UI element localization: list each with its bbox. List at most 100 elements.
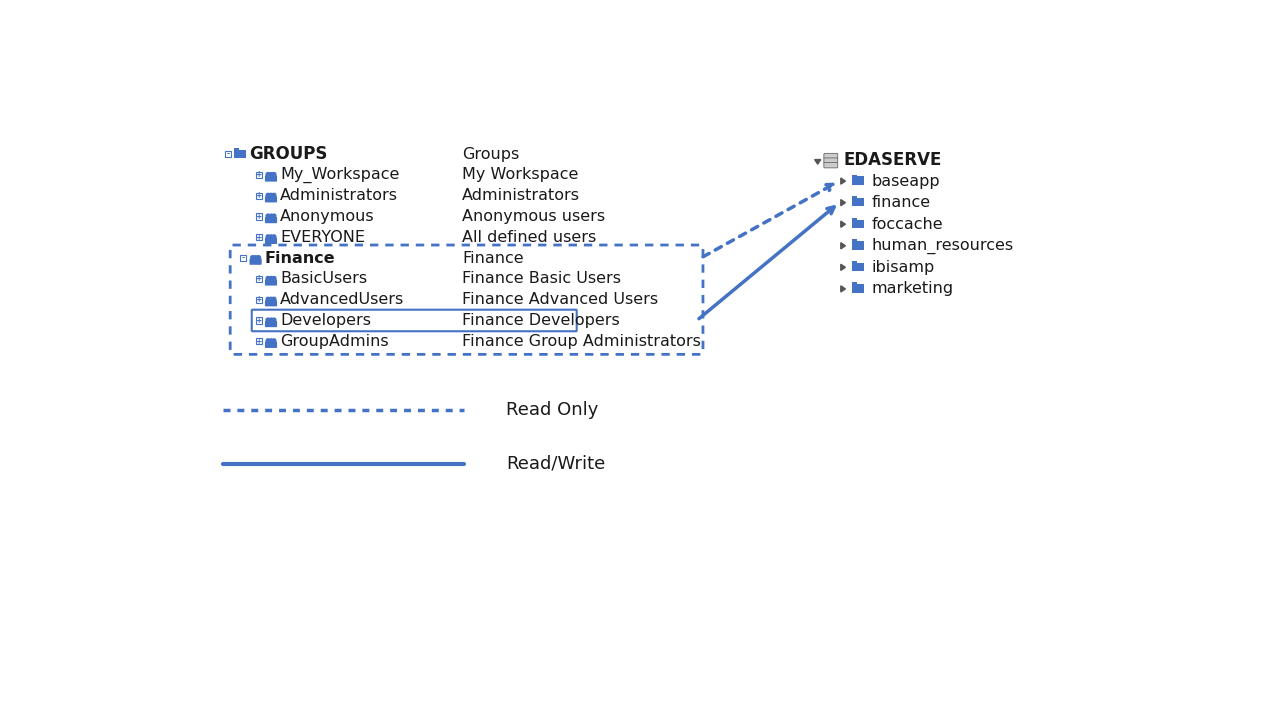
Text: Finance: Finance bbox=[265, 251, 335, 266]
FancyBboxPatch shape bbox=[851, 217, 856, 220]
Circle shape bbox=[269, 276, 273, 280]
FancyBboxPatch shape bbox=[265, 238, 276, 244]
FancyBboxPatch shape bbox=[225, 151, 230, 157]
FancyBboxPatch shape bbox=[234, 148, 239, 150]
FancyBboxPatch shape bbox=[252, 310, 577, 331]
Text: Developers: Developers bbox=[280, 313, 371, 328]
Text: human_resources: human_resources bbox=[872, 238, 1014, 254]
Text: -: - bbox=[227, 150, 229, 158]
FancyBboxPatch shape bbox=[256, 213, 262, 220]
Circle shape bbox=[273, 214, 276, 218]
Text: +: + bbox=[256, 316, 262, 325]
Circle shape bbox=[269, 339, 273, 343]
Text: Read Only: Read Only bbox=[506, 401, 598, 419]
FancyBboxPatch shape bbox=[851, 284, 864, 293]
Circle shape bbox=[273, 194, 276, 197]
Text: EVERYONE: EVERYONE bbox=[280, 230, 365, 245]
Circle shape bbox=[273, 276, 276, 280]
FancyBboxPatch shape bbox=[234, 150, 246, 158]
Circle shape bbox=[266, 194, 270, 197]
FancyBboxPatch shape bbox=[256, 234, 262, 240]
FancyBboxPatch shape bbox=[256, 318, 262, 323]
Text: Finance Developers: Finance Developers bbox=[462, 313, 620, 328]
Text: foccache: foccache bbox=[872, 217, 943, 232]
FancyBboxPatch shape bbox=[851, 282, 856, 284]
FancyBboxPatch shape bbox=[851, 261, 856, 263]
Text: marketing: marketing bbox=[872, 282, 954, 297]
Circle shape bbox=[269, 297, 273, 301]
Text: finance: finance bbox=[872, 195, 931, 210]
Text: +: + bbox=[256, 212, 262, 221]
Circle shape bbox=[266, 318, 270, 322]
FancyBboxPatch shape bbox=[265, 300, 276, 307]
Text: My_Workspace: My_Workspace bbox=[280, 167, 399, 183]
Circle shape bbox=[269, 318, 273, 322]
Text: Finance Group Administrators: Finance Group Administrators bbox=[462, 334, 701, 348]
Circle shape bbox=[266, 235, 270, 239]
Text: My Workspace: My Workspace bbox=[462, 168, 579, 182]
Text: AdvancedUsers: AdvancedUsers bbox=[280, 292, 404, 307]
Text: Finance: Finance bbox=[462, 251, 524, 266]
Circle shape bbox=[266, 173, 270, 176]
Polygon shape bbox=[814, 160, 820, 164]
Circle shape bbox=[266, 339, 270, 343]
Circle shape bbox=[273, 339, 276, 343]
Text: Anonymous: Anonymous bbox=[280, 209, 375, 224]
FancyBboxPatch shape bbox=[851, 239, 856, 241]
Text: +: + bbox=[256, 295, 262, 304]
Text: +: + bbox=[256, 337, 262, 346]
FancyBboxPatch shape bbox=[265, 279, 276, 286]
Text: EDASERVE: EDASERVE bbox=[844, 150, 942, 168]
Circle shape bbox=[269, 235, 273, 239]
FancyBboxPatch shape bbox=[256, 172, 262, 178]
Text: -: - bbox=[242, 253, 244, 263]
FancyBboxPatch shape bbox=[851, 263, 864, 271]
Polygon shape bbox=[841, 199, 845, 206]
Polygon shape bbox=[841, 264, 845, 271]
FancyBboxPatch shape bbox=[256, 338, 262, 344]
Polygon shape bbox=[841, 286, 845, 292]
FancyBboxPatch shape bbox=[851, 241, 864, 250]
FancyBboxPatch shape bbox=[265, 197, 276, 202]
Circle shape bbox=[266, 276, 270, 280]
Text: Administrators: Administrators bbox=[280, 188, 398, 203]
FancyBboxPatch shape bbox=[250, 258, 261, 265]
Text: Read/Write: Read/Write bbox=[506, 455, 605, 473]
Text: BasicUsers: BasicUsers bbox=[280, 271, 367, 287]
Circle shape bbox=[273, 297, 276, 301]
Polygon shape bbox=[841, 243, 845, 249]
Circle shape bbox=[256, 256, 261, 260]
FancyBboxPatch shape bbox=[851, 175, 856, 176]
Circle shape bbox=[273, 173, 276, 176]
FancyBboxPatch shape bbox=[824, 153, 837, 159]
FancyBboxPatch shape bbox=[824, 158, 837, 163]
Circle shape bbox=[269, 214, 273, 218]
Text: +: + bbox=[256, 233, 262, 242]
Circle shape bbox=[253, 256, 257, 260]
Text: Administrators: Administrators bbox=[462, 188, 580, 203]
Text: Groups: Groups bbox=[462, 147, 520, 162]
FancyBboxPatch shape bbox=[265, 217, 276, 223]
FancyBboxPatch shape bbox=[241, 255, 246, 261]
Text: GroupAdmins: GroupAdmins bbox=[280, 334, 389, 348]
FancyBboxPatch shape bbox=[851, 198, 864, 207]
Text: ibisamp: ibisamp bbox=[872, 260, 934, 275]
FancyBboxPatch shape bbox=[256, 297, 262, 303]
FancyBboxPatch shape bbox=[265, 342, 276, 348]
Text: Finance Basic Users: Finance Basic Users bbox=[462, 271, 621, 287]
Text: GROUPS: GROUPS bbox=[250, 145, 328, 163]
Text: +: + bbox=[256, 171, 262, 179]
FancyBboxPatch shape bbox=[256, 276, 262, 282]
FancyBboxPatch shape bbox=[824, 163, 837, 168]
Polygon shape bbox=[841, 178, 845, 184]
Text: +: + bbox=[256, 274, 262, 284]
Circle shape bbox=[269, 194, 273, 197]
Text: Anonymous users: Anonymous users bbox=[462, 209, 605, 224]
Polygon shape bbox=[841, 221, 845, 228]
FancyBboxPatch shape bbox=[851, 196, 856, 198]
Circle shape bbox=[251, 256, 255, 260]
FancyBboxPatch shape bbox=[851, 176, 864, 185]
Circle shape bbox=[269, 173, 273, 176]
FancyBboxPatch shape bbox=[265, 321, 276, 327]
Text: All defined users: All defined users bbox=[462, 230, 596, 245]
